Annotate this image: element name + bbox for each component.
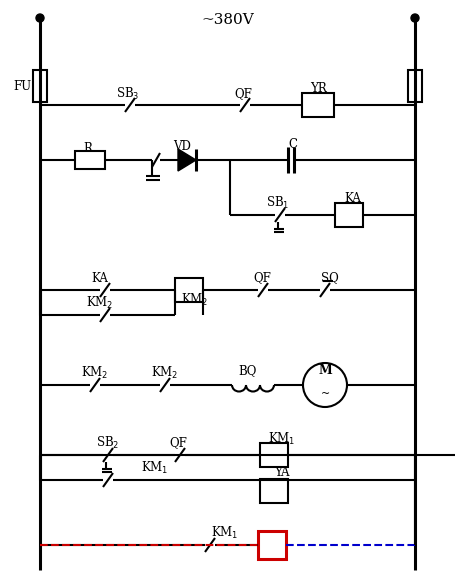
Text: KM$_1$: KM$_1$ [211, 525, 239, 541]
Text: KM$_1$: KM$_1$ [268, 431, 296, 447]
Text: R: R [84, 142, 92, 154]
Text: KM$_1$: KM$_1$ [142, 460, 169, 476]
Text: VD: VD [173, 139, 191, 153]
Text: YR: YR [309, 82, 326, 96]
Text: KA: KA [344, 192, 361, 206]
Text: QF: QF [234, 88, 252, 100]
Bar [260, 479, 288, 503]
Bar [408, 70, 422, 102]
Bar [302, 93, 334, 117]
Text: KM$_2$: KM$_2$ [181, 292, 209, 308]
Bar [335, 203, 363, 227]
Circle shape [411, 14, 419, 22]
Bar [260, 443, 288, 467]
Text: YA: YA [274, 467, 290, 479]
Bar [175, 278, 203, 302]
Text: SB$_3$: SB$_3$ [116, 86, 140, 102]
Text: SQ: SQ [321, 271, 339, 285]
Text: SB$_1$: SB$_1$ [266, 195, 290, 211]
Text: BQ: BQ [239, 365, 257, 377]
Text: ~: ~ [320, 389, 329, 399]
Bar [75, 151, 105, 169]
Text: KM$_2$: KM$_2$ [152, 365, 179, 381]
Polygon shape [178, 149, 196, 171]
Text: FU: FU [13, 79, 31, 93]
Circle shape [303, 363, 347, 407]
Bar [33, 70, 47, 102]
Text: ~380V: ~380V [202, 13, 254, 27]
Text: QF: QF [253, 271, 271, 285]
Text: KM$_2$: KM$_2$ [81, 365, 109, 381]
Circle shape [36, 14, 44, 22]
Bar [258, 531, 286, 559]
Text: QF: QF [169, 437, 187, 449]
Text: KM$_2$: KM$_2$ [86, 295, 114, 311]
Text: C: C [288, 138, 298, 151]
Text: SB$_2$: SB$_2$ [96, 435, 120, 451]
Text: KA: KA [91, 271, 108, 285]
Text: M: M [318, 365, 332, 377]
